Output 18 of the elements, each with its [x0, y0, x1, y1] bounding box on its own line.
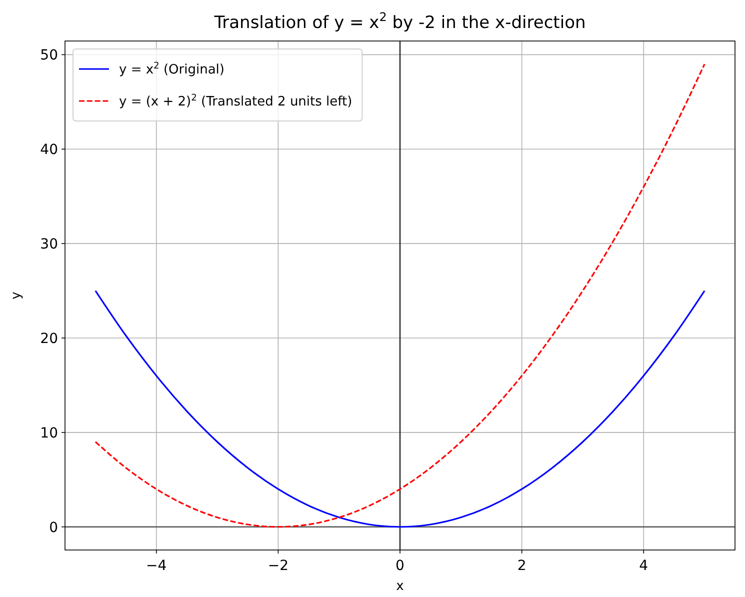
x-tick-label: −2 [268, 558, 288, 574]
chart-title: Translation of y = x$^{2}$ by -2 in the x-direction [213, 10, 586, 33]
line-series [94, 63, 706, 528]
line-series [94, 290, 706, 528]
x-tick-label: 2 [517, 558, 526, 574]
y-axis-title: y [9, 291, 24, 300]
x-tick-label: 0 [396, 558, 404, 574]
y-tick-label: 20 [40, 330, 58, 347]
y-tick-label: 50 [40, 48, 58, 64]
y-tick-label: 30 [40, 236, 58, 252]
x-axis-title: x [396, 579, 404, 594]
legend-label: y = (x + 2)$^{2}$ (Translated 2 units left) [119, 94, 352, 110]
y-tick-label: 0 [49, 520, 58, 536]
y-tick-label: 10 [40, 425, 58, 442]
y-tick-label: 40 [40, 142, 58, 158]
legend-label: y = x$^{2}$ (Original) [119, 62, 224, 78]
x-tick-label: −4 [146, 558, 167, 574]
x-tick-label: 4 [639, 558, 648, 574]
